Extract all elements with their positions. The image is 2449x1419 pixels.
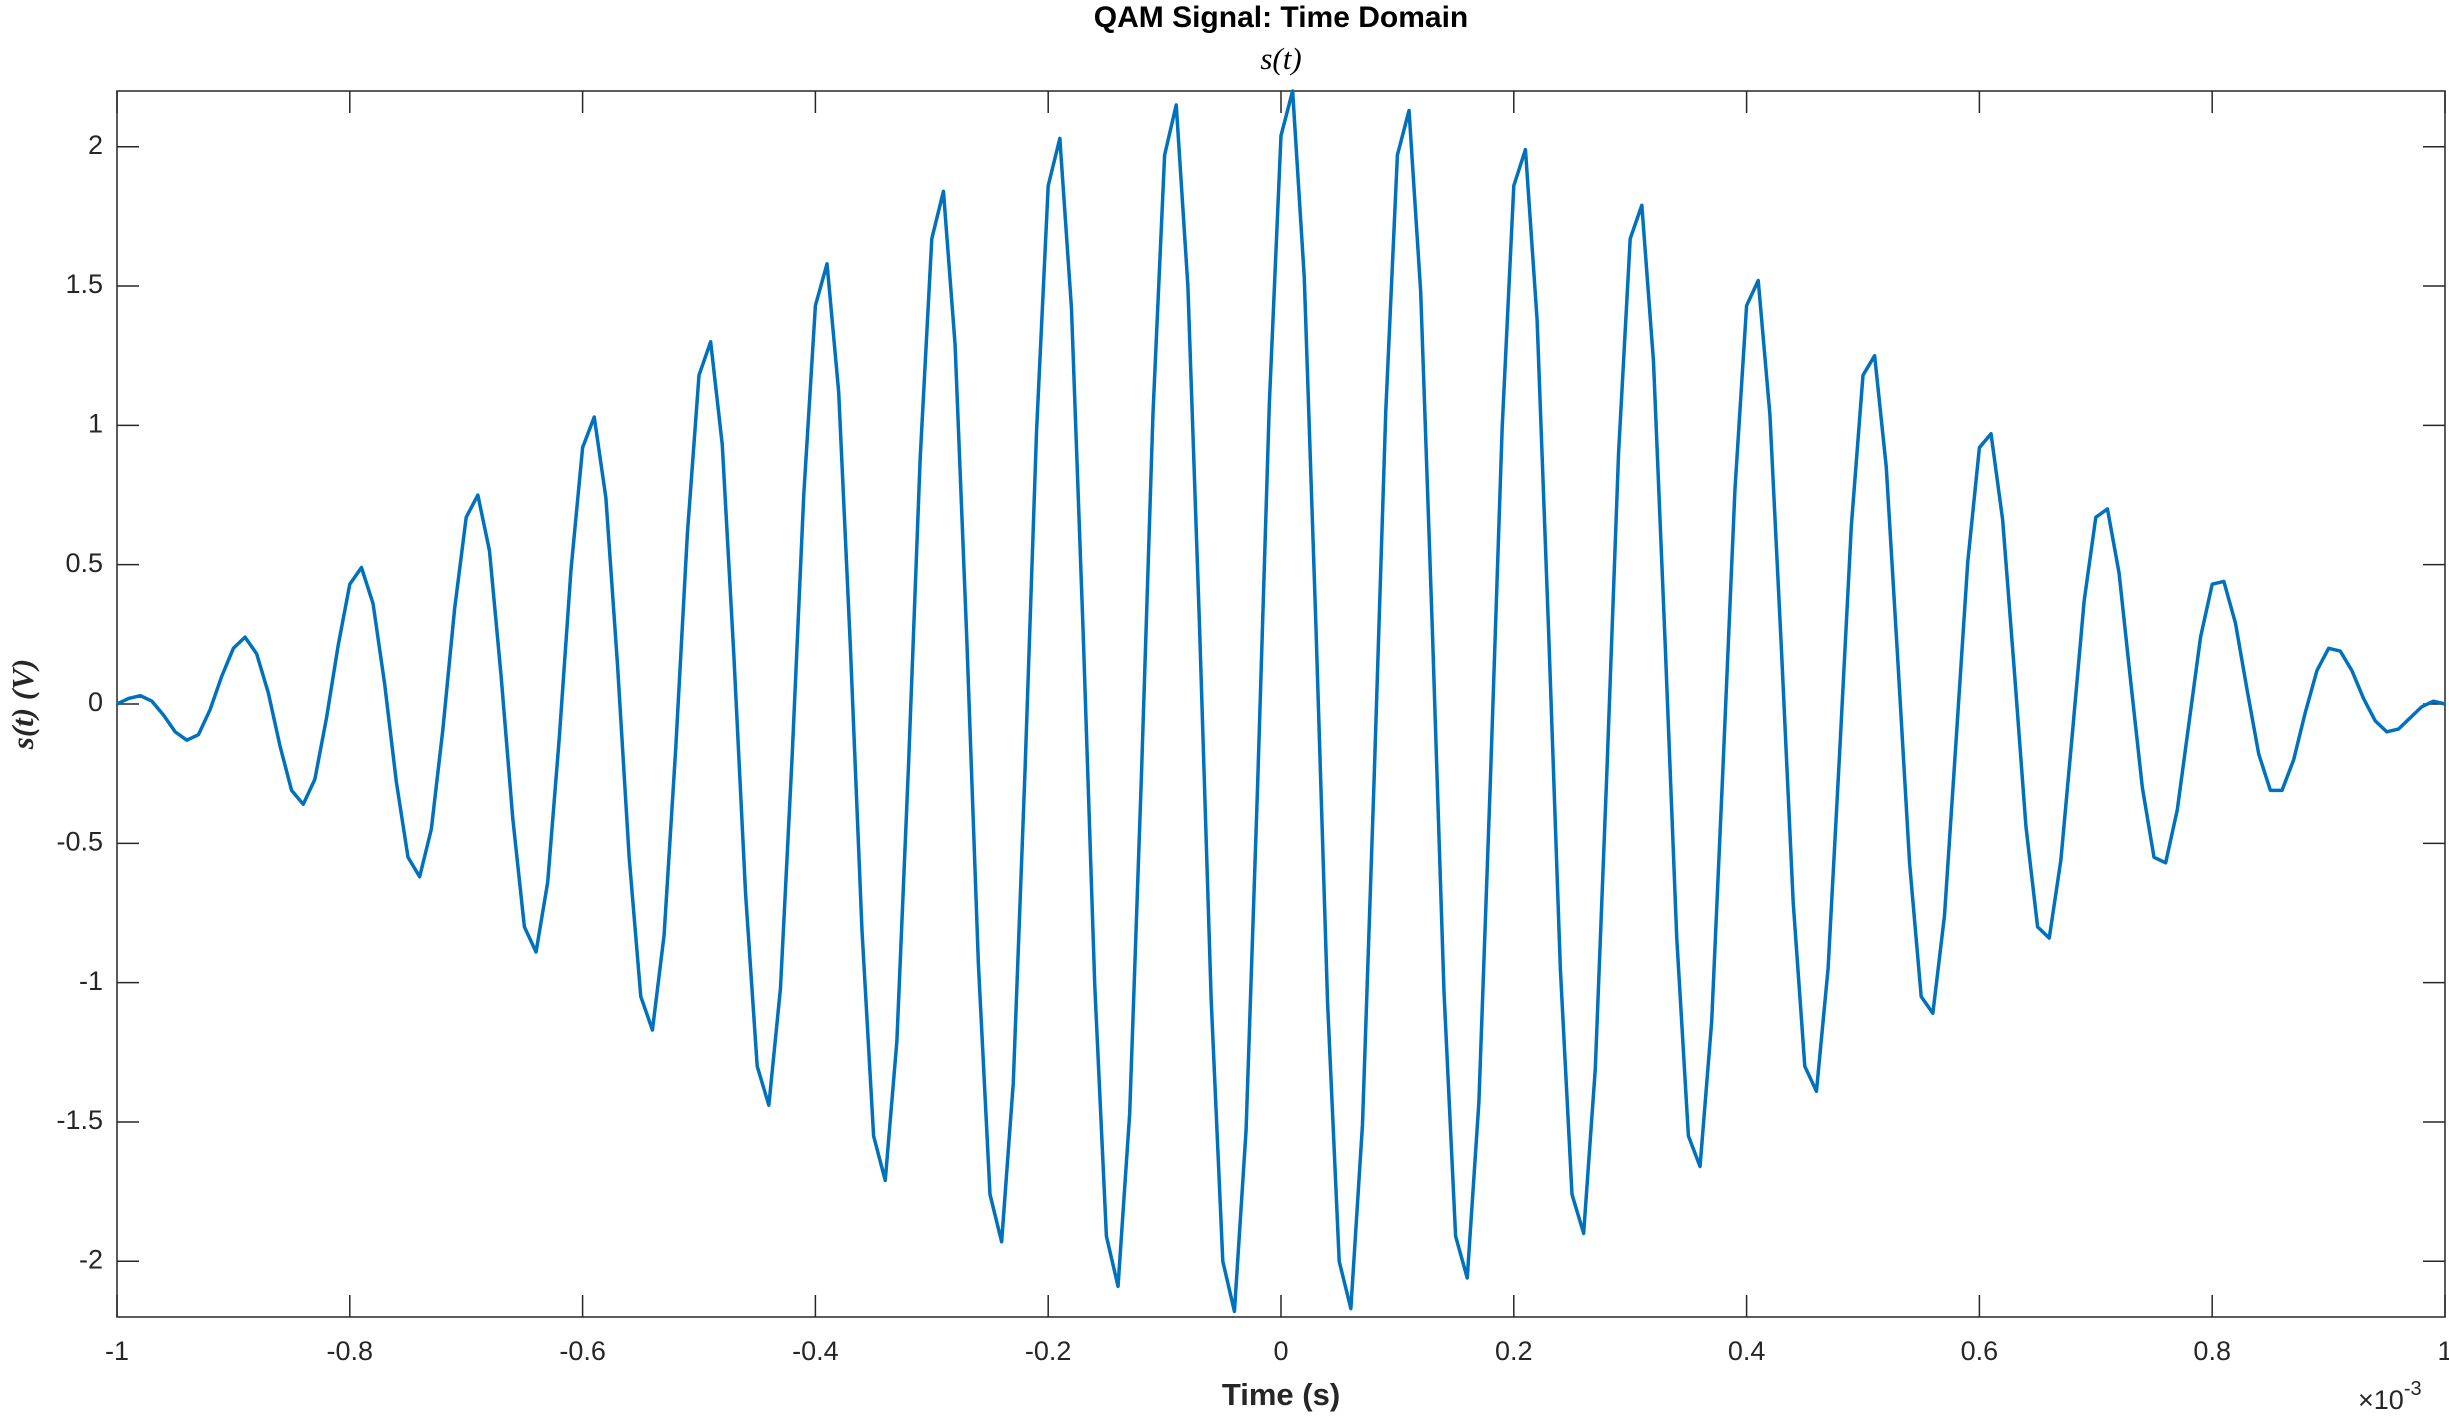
x-tick-label: 1: [2437, 1336, 2449, 1366]
chart-subtitle: s(t): [1260, 41, 1301, 76]
x-tick-label: 0.4: [1728, 1336, 1766, 1366]
y-tick-label: 1: [88, 408, 103, 438]
y-tick-label: 0.5: [65, 548, 103, 578]
y-tick-label: -1: [79, 966, 103, 996]
x-tick-label: 0.2: [1495, 1336, 1533, 1366]
x-multiplier: ×10-3: [2358, 1378, 2422, 1415]
x-tick-label: -0.8: [327, 1336, 374, 1366]
x-tick-label: -1: [105, 1336, 129, 1366]
y-tick-label: -2: [79, 1244, 103, 1274]
x-tick-label: 0.6: [1961, 1336, 1999, 1366]
plot-frame: [116, 90, 2446, 1318]
y-axis-label: s(t) (V): [5, 659, 40, 750]
y-tick-label: 0: [88, 687, 103, 717]
signal-line: [116, 89, 2446, 1314]
y-tick-label: 1.5: [65, 269, 103, 299]
x-multiplier-base: ×10: [2358, 1385, 2404, 1415]
x-multiplier-exponent: -3: [2404, 1378, 2422, 1400]
y-tick-label: 2: [88, 130, 103, 160]
y-tick-label: -1.5: [56, 1105, 103, 1135]
x-tick-label: -0.6: [559, 1336, 606, 1366]
x-tick-label: 0.8: [2193, 1336, 2231, 1366]
y-tick-label: -0.5: [56, 826, 103, 856]
x-tick-label: -0.2: [1025, 1336, 1072, 1366]
x-tick-label: 0: [1273, 1336, 1288, 1366]
chart-title: QAM Signal: Time Domain: [1094, 1, 1469, 34]
x-axis-label: Time (s): [1222, 1377, 1340, 1412]
x-tick-label: -0.4: [792, 1336, 839, 1366]
